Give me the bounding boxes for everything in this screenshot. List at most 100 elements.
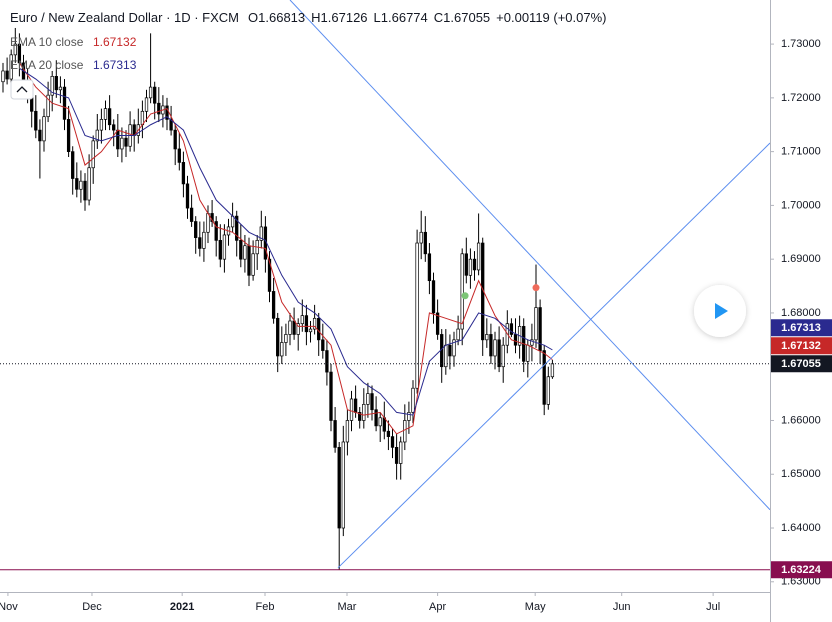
ema-line bbox=[18, 62, 553, 435]
candle-body bbox=[399, 441, 403, 464]
candle-body bbox=[71, 151, 75, 179]
candle-body bbox=[288, 320, 292, 335]
candle-body bbox=[386, 430, 391, 437]
candle-body bbox=[345, 420, 350, 443]
x-tick-label: Mar bbox=[338, 601, 357, 613]
symbol-title: Euro / New Zealand Dollar · 1D · FXCM bbox=[10, 10, 239, 25]
candle-body bbox=[358, 412, 362, 421]
play-icon bbox=[715, 303, 728, 319]
candle-body bbox=[165, 105, 169, 120]
ohlc-prefix: C bbox=[434, 10, 443, 25]
legend-name: EMA 10 close bbox=[10, 35, 84, 49]
candle-body bbox=[530, 339, 534, 346]
x-tick-label: May bbox=[525, 601, 546, 613]
y-tick-label: 1.63000 bbox=[781, 576, 821, 588]
candle-body bbox=[493, 339, 497, 357]
x-tick-label: Nov bbox=[0, 601, 18, 613]
candle-body bbox=[435, 312, 440, 335]
candle-body bbox=[144, 97, 149, 112]
price-label-box bbox=[771, 337, 832, 355]
candle-body bbox=[259, 226, 263, 241]
price-label: 1.67132 bbox=[781, 340, 821, 352]
candle-body bbox=[337, 447, 341, 529]
price-label-box bbox=[771, 319, 832, 337]
candle-body bbox=[472, 258, 477, 271]
collapse-button[interactable] bbox=[10, 79, 34, 100]
header: Euro / New Zealand Dollar · 1D · FXCM O1.… bbox=[10, 10, 607, 25]
ohlc-prefix: H bbox=[311, 10, 320, 25]
legend-name: EMA 20 close bbox=[10, 58, 84, 72]
candle-body bbox=[169, 119, 173, 131]
candle-body bbox=[38, 129, 42, 142]
y-tick-label: 1.72000 bbox=[781, 92, 821, 104]
candle-body bbox=[198, 237, 202, 249]
price-label: 1.63224 bbox=[781, 564, 822, 576]
candle-body bbox=[427, 253, 432, 282]
candle-body bbox=[247, 245, 251, 276]
candle-body bbox=[538, 307, 542, 351]
ohlc-prefix: L bbox=[374, 10, 381, 25]
candle-body bbox=[5, 70, 9, 80]
price-label-box bbox=[771, 561, 832, 579]
ohlc-value: 1.67126 bbox=[321, 10, 368, 25]
candle-body bbox=[177, 148, 181, 163]
candle-body bbox=[349, 398, 354, 421]
candle-body bbox=[206, 213, 210, 233]
candle-body bbox=[296, 323, 300, 335]
x-tick-label: Feb bbox=[256, 601, 275, 613]
ohlc-value: 1.66774 bbox=[381, 10, 428, 25]
candle-body bbox=[99, 119, 104, 131]
candle-body bbox=[362, 403, 366, 421]
candle-body bbox=[271, 291, 276, 319]
candle-body bbox=[468, 258, 473, 276]
y-tick-label: 1.65000 bbox=[781, 468, 821, 480]
candle-body bbox=[157, 102, 161, 115]
legend-value: 1.67132 bbox=[93, 35, 137, 49]
candle-body bbox=[58, 86, 63, 91]
ema-line bbox=[19, 67, 553, 416]
signal-dot bbox=[532, 284, 540, 292]
candle-body bbox=[46, 94, 50, 118]
candle-body bbox=[9, 54, 13, 80]
candle-body bbox=[300, 315, 304, 325]
candle-body bbox=[42, 116, 46, 142]
candle-body bbox=[452, 339, 456, 357]
signal-dot bbox=[461, 292, 469, 300]
trendline bbox=[289, 0, 770, 511]
candle-body bbox=[407, 412, 411, 421]
candle-body bbox=[181, 162, 186, 185]
candle-body bbox=[341, 441, 345, 529]
x-tick-label: 2021 bbox=[170, 601, 194, 613]
candle-body bbox=[329, 371, 333, 421]
candle-body bbox=[87, 167, 91, 201]
candle-body bbox=[374, 409, 378, 427]
candle-body bbox=[476, 242, 481, 271]
candle-body bbox=[276, 317, 280, 357]
play-button[interactable] bbox=[694, 285, 746, 337]
candle-body bbox=[485, 334, 489, 341]
candle-body bbox=[202, 231, 206, 249]
y-tick-label: 1.64000 bbox=[781, 522, 821, 534]
candle-body bbox=[66, 119, 71, 152]
candle-body bbox=[403, 420, 407, 443]
candle-body bbox=[542, 350, 546, 405]
candle-body bbox=[50, 76, 54, 96]
trendline bbox=[337, 142, 770, 569]
candle-body bbox=[550, 363, 555, 378]
candle-body bbox=[513, 334, 518, 346]
axes: 1.630001.640001.650001.660001.670001.680… bbox=[0, 38, 832, 613]
price-label-box bbox=[771, 355, 832, 373]
y-tick-label: 1.73000 bbox=[781, 38, 821, 50]
candle-body bbox=[116, 129, 120, 150]
collapse-box[interactable] bbox=[10, 79, 34, 100]
x-tick-label: Jul bbox=[706, 601, 720, 613]
y-tick-label: 1.71000 bbox=[781, 146, 821, 158]
candle-body bbox=[153, 86, 157, 104]
collapse-icon bbox=[16, 86, 28, 93]
candle-body bbox=[370, 393, 374, 411]
price-label: 1.67313 bbox=[781, 322, 821, 334]
candle-body bbox=[497, 339, 501, 368]
candle-body bbox=[317, 317, 321, 341]
